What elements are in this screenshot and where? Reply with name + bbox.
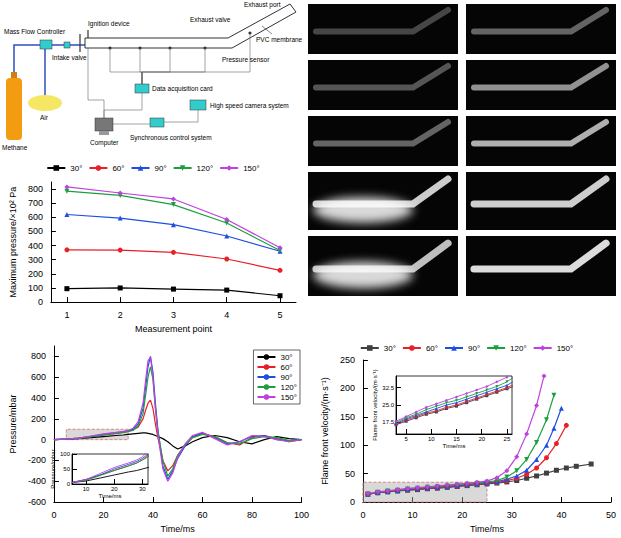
- svg-text:Air: Air: [40, 114, 49, 121]
- svg-text:Mass Flow Controller: Mass Flow Controller: [4, 28, 66, 35]
- svg-text:30°: 30°: [70, 164, 82, 173]
- svg-text:60°: 60°: [280, 363, 292, 372]
- svg-text:40: 40: [148, 510, 158, 520]
- svg-text:10: 10: [408, 510, 418, 520]
- svg-text:0: 0: [38, 297, 43, 307]
- svg-text:800: 800: [28, 184, 43, 194]
- svg-text:90°: 90°: [155, 164, 167, 173]
- svg-text:100: 100: [340, 440, 355, 450]
- svg-text:20: 20: [111, 486, 118, 492]
- svg-text:100: 100: [60, 451, 71, 457]
- svg-text:Computer: Computer: [90, 139, 119, 147]
- svg-text:15: 15: [453, 436, 460, 442]
- svg-text:Pressure sensor: Pressure sensor: [222, 56, 270, 63]
- svg-text:4: 4: [224, 310, 229, 320]
- svg-text:90°: 90°: [468, 344, 480, 353]
- svg-text:150°: 150°: [280, 393, 297, 402]
- svg-text:20: 20: [478, 436, 485, 442]
- svg-text:120°: 120°: [197, 164, 214, 173]
- svg-text:-200: -200: [28, 455, 46, 465]
- svg-text:PVC membrane: PVC membrane: [256, 36, 303, 43]
- svg-text:2: 2: [118, 310, 123, 320]
- svg-text:Flame front velocity/(m·s⁻¹): Flame front velocity/(m·s⁻¹): [320, 377, 330, 485]
- svg-text:-400: -400: [28, 476, 46, 486]
- svg-text:250: 250: [340, 355, 355, 365]
- svg-text:700: 700: [28, 198, 43, 208]
- svg-text:120°: 120°: [510, 344, 527, 353]
- svg-text:400: 400: [31, 393, 46, 403]
- svg-text:50: 50: [345, 469, 355, 479]
- svg-text:0: 0: [51, 510, 56, 520]
- svg-text:0: 0: [360, 510, 365, 520]
- svg-text:150°: 150°: [557, 344, 574, 353]
- svg-text:20: 20: [98, 510, 108, 520]
- svg-text:3: 3: [171, 310, 176, 320]
- svg-text:30°: 30°: [384, 344, 396, 353]
- svg-text:50: 50: [606, 510, 616, 520]
- svg-text:Pressure/mbar: Pressure/mbar: [50, 449, 56, 488]
- svg-text:30: 30: [139, 486, 146, 492]
- svg-text:Maximum pressure/×10² Pa: Maximum pressure/×10² Pa: [8, 187, 18, 298]
- svg-text:600: 600: [31, 372, 46, 382]
- svg-text:0: 0: [67, 481, 71, 487]
- svg-text:300: 300: [28, 255, 43, 265]
- svg-text:20: 20: [457, 510, 467, 520]
- svg-text:Exhaust port: Exhaust port: [244, 1, 281, 9]
- svg-text:32.5: 32.5: [382, 385, 394, 391]
- svg-text:50: 50: [63, 466, 70, 472]
- svg-text:500: 500: [28, 226, 43, 236]
- svg-text:Pressure/mbar: Pressure/mbar: [8, 395, 18, 454]
- svg-text:0: 0: [350, 497, 355, 507]
- svg-text:60: 60: [197, 510, 207, 520]
- svg-text:Time/ms: Time/ms: [443, 443, 466, 449]
- svg-text:-600: -600: [28, 497, 46, 507]
- svg-text:400: 400: [28, 241, 43, 251]
- svg-text:5: 5: [404, 436, 408, 442]
- svg-text:Methane: Methane: [2, 144, 28, 151]
- svg-text:100: 100: [294, 510, 309, 520]
- svg-text:10: 10: [83, 486, 90, 492]
- svg-text:600: 600: [28, 212, 43, 222]
- svg-text:5: 5: [278, 310, 283, 320]
- svg-text:17.5: 17.5: [382, 419, 394, 425]
- svg-text:Intake valve: Intake valve: [52, 54, 87, 61]
- svg-text:0: 0: [41, 435, 46, 445]
- svg-text:10: 10: [428, 436, 435, 442]
- svg-text:Time/ms: Time/ms: [470, 524, 505, 534]
- svg-text:1: 1: [64, 310, 69, 320]
- svg-text:Measurement point: Measurement point: [135, 324, 213, 334]
- svg-text:25.0: 25.0: [382, 402, 394, 408]
- svg-text:Exhaust valve: Exhaust valve: [190, 16, 231, 23]
- svg-text:Time/ms: Time/ms: [161, 524, 196, 534]
- svg-text:100: 100: [28, 283, 43, 293]
- svg-text:Flame front velocity/(m·s⁻¹): Flame front velocity/(m·s⁻¹): [372, 369, 378, 441]
- svg-text:60°: 60°: [426, 344, 438, 353]
- svg-text:30: 30: [507, 510, 517, 520]
- svg-text:60°: 60°: [112, 164, 124, 173]
- svg-text:200: 200: [28, 269, 43, 279]
- svg-text:Synchronous control system: Synchronous control system: [130, 134, 212, 142]
- svg-text:200: 200: [340, 383, 355, 393]
- svg-text:80: 80: [247, 510, 257, 520]
- svg-text:200: 200: [31, 414, 46, 424]
- svg-text:Time/ms: Time/ms: [99, 493, 122, 499]
- svg-text:High speed camera system: High speed camera system: [210, 102, 289, 110]
- svg-text:40: 40: [556, 510, 566, 520]
- svg-text:800: 800: [31, 351, 46, 361]
- svg-text:90°: 90°: [280, 373, 292, 382]
- svg-text:150°: 150°: [243, 164, 260, 173]
- svg-text:25: 25: [504, 436, 511, 442]
- svg-text:150: 150: [340, 412, 355, 422]
- svg-text:Ignition device: Ignition device: [88, 20, 130, 28]
- svg-text:Data acquisition card: Data acquisition card: [152, 85, 213, 93]
- svg-text:30°: 30°: [280, 353, 292, 362]
- svg-text:120°: 120°: [280, 383, 297, 392]
